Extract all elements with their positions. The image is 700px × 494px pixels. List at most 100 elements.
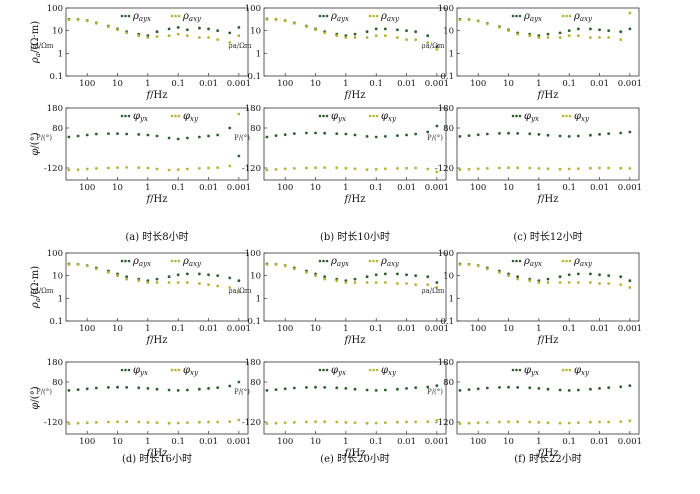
x-tick-label: 10 — [503, 324, 514, 334]
legend-marker — [177, 114, 181, 118]
legend-entry: ρaxy — [573, 11, 593, 23]
legend-entry: φyx — [331, 111, 346, 123]
data-point — [607, 282, 611, 285]
data-point — [498, 420, 501, 424]
data-point — [116, 420, 119, 424]
data-point — [344, 421, 348, 424]
legend-entry: ρaxy — [182, 256, 202, 268]
data-point — [628, 130, 632, 134]
data-point — [426, 130, 430, 134]
x-tick-label: 0.1 — [562, 183, 576, 193]
data-point — [353, 32, 357, 36]
data-point — [567, 29, 571, 33]
x-tick-label: 10 — [310, 183, 321, 193]
y-axis-small-label: ρa/Ωm — [421, 287, 444, 295]
data-point — [116, 385, 119, 389]
legend-marker — [561, 14, 565, 18]
data-point — [216, 38, 220, 42]
legend-marker — [565, 114, 568, 118]
data-point — [228, 276, 232, 280]
data-point — [476, 421, 480, 425]
x-tick-label: 10 — [310, 437, 321, 447]
data-point — [619, 166, 623, 170]
y-tick-label: 0.1 — [440, 72, 454, 82]
data-point — [305, 166, 308, 170]
plot-frame — [263, 361, 447, 435]
x-tick-label: 0.001 — [227, 183, 251, 193]
data-point — [185, 272, 189, 276]
data-point — [383, 34, 387, 38]
x-tick-label: 0.1 — [562, 79, 576, 89]
y-tick-label: 1 — [58, 294, 63, 304]
legend-entry: ρayx — [330, 256, 349, 268]
data-point — [374, 27, 378, 31]
data-point — [116, 166, 119, 170]
data-point — [458, 18, 462, 22]
y-tick-label: 180 — [245, 358, 261, 368]
data-point — [426, 275, 430, 279]
data-point — [365, 168, 369, 172]
data-point — [198, 135, 201, 139]
data-point — [216, 386, 220, 389]
data-point — [107, 420, 110, 424]
data-point — [207, 387, 210, 390]
y-axis-small-label: P/(°) — [427, 388, 443, 396]
data-point — [435, 170, 439, 174]
data-point — [589, 27, 592, 31]
data-point — [528, 166, 532, 170]
y-axis-small-label: ρa/Ωm — [228, 287, 251, 295]
legend-marker — [565, 368, 568, 372]
y-tick-label: 80 — [443, 378, 454, 388]
y-axis-small-label: ρa/Ωm — [228, 42, 251, 50]
data-point — [353, 167, 357, 171]
data-point — [405, 282, 408, 285]
data-point — [146, 36, 150, 39]
x-tick-label: 0.1 — [562, 324, 576, 334]
data-point — [576, 34, 580, 38]
data-point — [237, 279, 241, 283]
x-tick-label: 0.1 — [369, 437, 383, 447]
data-point — [383, 421, 387, 424]
data-point — [589, 387, 592, 391]
x-tick-label: 1 — [536, 79, 541, 89]
data-point — [558, 36, 562, 39]
data-point — [265, 18, 269, 21]
data-point — [546, 32, 550, 36]
data-point — [85, 19, 89, 23]
data-point — [374, 281, 378, 284]
data-point — [628, 279, 632, 283]
data-point — [476, 387, 480, 391]
data-point — [537, 421, 541, 424]
rho-y-axis-label: ρa/(Ω·m) — [30, 266, 42, 309]
data-point — [598, 28, 601, 32]
legend-marker — [318, 368, 322, 372]
data-point — [498, 386, 501, 389]
data-point — [76, 18, 80, 21]
data-point — [405, 420, 408, 424]
legend-marker — [375, 114, 379, 118]
data-point — [335, 34, 339, 38]
data-point — [414, 38, 418, 42]
data-point — [283, 421, 287, 425]
data-point — [374, 135, 378, 139]
data-point — [94, 21, 98, 25]
data-point — [85, 264, 89, 268]
legend-entry: ρaxy — [380, 256, 400, 268]
data-point — [458, 389, 462, 392]
data-point — [76, 388, 80, 391]
data-point — [405, 387, 408, 390]
data-point — [167, 421, 171, 425]
data-point — [589, 166, 592, 170]
y-tick-label: 10 — [443, 27, 454, 37]
x-tick-label: 0.01 — [590, 324, 609, 334]
x-axis-label: f/Hz — [343, 448, 365, 459]
x-tick-label: 0.001 — [425, 183, 449, 193]
legend-marker — [561, 114, 565, 118]
data-point — [107, 25, 110, 29]
data-point — [619, 385, 623, 389]
x-tick-label: 10 — [112, 79, 123, 89]
x-tick-label: 0.1 — [369, 79, 383, 89]
data-point — [507, 385, 510, 389]
data-point — [94, 167, 98, 170]
data-point — [283, 387, 287, 391]
